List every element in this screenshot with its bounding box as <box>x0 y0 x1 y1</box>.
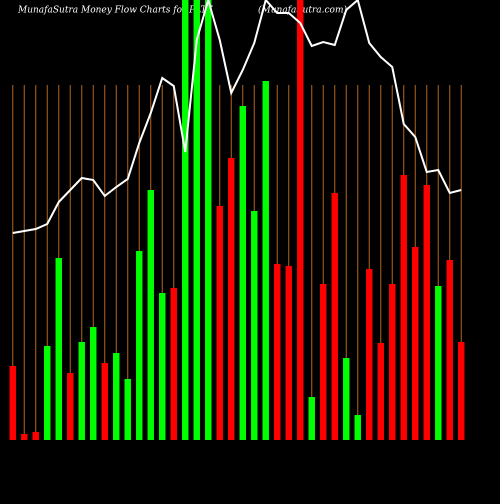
bar <box>423 185 430 440</box>
bar <box>354 415 361 440</box>
bar <box>113 353 120 440</box>
bar <box>21 434 28 440</box>
bar <box>343 358 350 440</box>
bar <box>285 266 292 440</box>
bar <box>262 81 269 440</box>
bar <box>412 247 419 440</box>
bar <box>136 251 143 440</box>
bar <box>400 175 407 440</box>
bar <box>170 288 177 440</box>
bar <box>366 269 373 440</box>
bar <box>274 264 281 440</box>
bar <box>216 206 223 440</box>
bar <box>124 379 131 440</box>
bar <box>331 193 338 440</box>
bar <box>458 342 465 440</box>
bar <box>67 373 74 440</box>
bar <box>159 293 166 440</box>
money-flow-line <box>12 0 462 234</box>
bar <box>90 327 97 440</box>
bar <box>389 284 396 440</box>
bar <box>308 397 315 440</box>
bar <box>9 366 16 440</box>
bar <box>251 211 258 440</box>
bar <box>78 342 85 440</box>
bar <box>320 284 327 440</box>
bar <box>228 158 235 440</box>
bar <box>193 0 200 440</box>
bar <box>446 260 453 440</box>
bar <box>205 0 212 440</box>
bar <box>239 106 246 440</box>
bar <box>435 286 442 440</box>
bar <box>147 190 154 440</box>
bar <box>101 363 108 440</box>
chart-title: MunafaSutra Money Flow Charts for PLTZ <box>17 6 213 16</box>
bar <box>377 343 384 440</box>
bar <box>297 0 304 440</box>
bar <box>182 0 189 440</box>
bar <box>32 432 39 440</box>
bar <box>44 346 51 440</box>
bar <box>55 258 62 440</box>
